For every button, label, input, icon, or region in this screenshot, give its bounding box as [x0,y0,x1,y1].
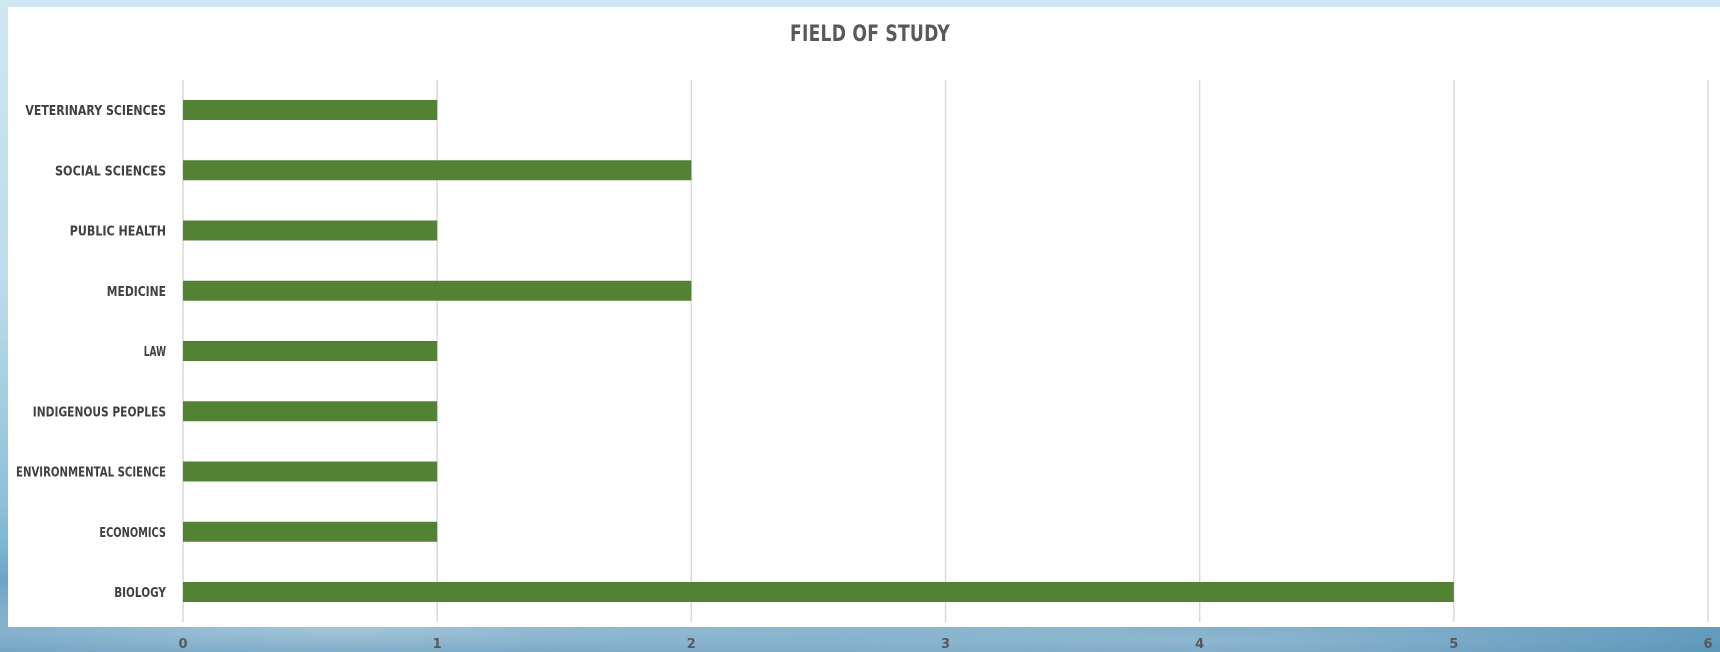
tick-label: 2 [687,637,696,652]
bar [183,220,438,241]
category-label: BIOLOGY [114,585,166,601]
bars [183,100,1454,602]
bar [183,461,438,482]
tick-label: 6 [1703,637,1712,652]
category-label: PUBLIC HEALTH [70,224,166,240]
bar [183,160,692,181]
category-label: ENVIRONMENTAL SCIENCE [16,465,166,481]
bar [183,280,692,301]
bar [183,341,438,361]
chart-title: FIELD OF STUDY [790,22,950,47]
bar [183,582,1454,602]
tick-label: 1 [433,637,442,652]
x-axis-ticks: 0 1 2 3 4 5 6 [178,637,1712,652]
tick-label: 4 [1195,637,1204,652]
bar [183,521,438,542]
category-label: SOCIAL SCIENCES [55,163,166,179]
tick-label: 3 [941,637,950,652]
bar [183,401,438,422]
tick-label: 0 [178,637,187,652]
bar [183,100,438,120]
category-label: MEDICINE [107,284,166,300]
category-label: VETERINARY SCIENCES [25,103,166,119]
category-label: ECONOMICS [99,525,166,541]
category-label: LAW [144,344,166,360]
category-labels: VETERINARY SCIENCES SOCIAL SCIENCES PUBLIC… [16,103,166,601]
tick-label: 5 [1449,637,1458,652]
category-label: INDIGENOUS PEOPLES [33,404,166,420]
